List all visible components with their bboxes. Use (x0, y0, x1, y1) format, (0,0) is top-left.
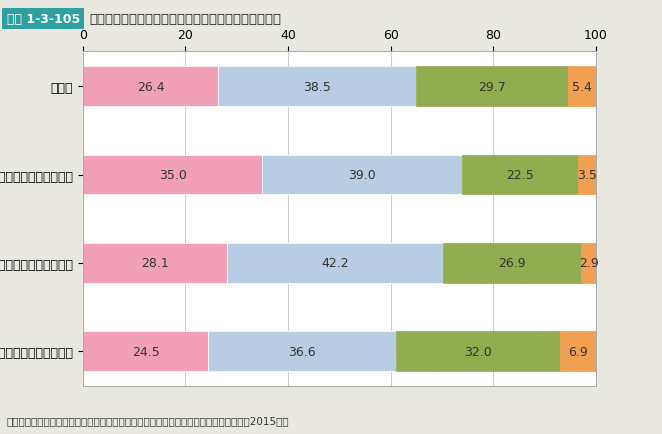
Text: 35.0: 35.0 (159, 169, 187, 181)
Text: 24.5: 24.5 (132, 345, 160, 358)
Text: 6.9: 6.9 (568, 345, 588, 358)
Bar (83, 332, 209, 371)
Text: 38.5: 38.5 (303, 81, 331, 94)
Text: 22.5: 22.5 (506, 169, 534, 181)
Text: 保育園児の声を騒音と意識する住民の立場への共感度: 保育園児の声を騒音と意識する住民の立場への共感度 (89, 13, 281, 26)
Text: 39.0: 39.0 (348, 169, 376, 181)
Bar (83, 155, 262, 195)
Text: 36.6: 36.6 (289, 345, 316, 358)
Bar (83, 67, 218, 107)
Bar (462, 155, 578, 195)
Bar (83, 243, 227, 283)
Bar (218, 67, 416, 107)
Text: 26.9: 26.9 (498, 257, 526, 270)
Text: 26.4: 26.4 (136, 81, 164, 94)
Bar (561, 332, 596, 371)
Bar (262, 155, 462, 195)
Bar (227, 243, 444, 283)
Bar (444, 243, 581, 283)
Bar (416, 67, 568, 107)
Bar (581, 243, 596, 283)
Text: 図表 1-3-105: 図表 1-3-105 (7, 13, 80, 26)
Text: 3.5: 3.5 (577, 169, 596, 181)
Bar (209, 332, 397, 371)
Text: 資料：厚生労働省政策統括官付政策評価官室委託「人口減少社会に関する意識調査」（2015年）: 資料：厚生労働省政策統括官付政策評価官室委託「人口減少社会に関する意識調査」（2… (7, 415, 289, 425)
Text: 42.2: 42.2 (321, 257, 349, 270)
Text: 2.9: 2.9 (579, 257, 598, 270)
Text: 5.4: 5.4 (572, 81, 592, 94)
Text: 28.1: 28.1 (141, 257, 169, 270)
Text: 29.7: 29.7 (478, 81, 506, 94)
Text: 32.0: 32.0 (465, 345, 492, 358)
Bar (397, 332, 561, 371)
Bar (568, 67, 596, 107)
Bar (578, 155, 596, 195)
